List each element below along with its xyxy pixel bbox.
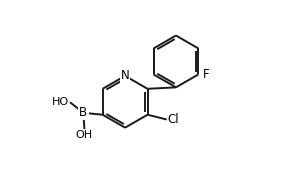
Text: N: N [121,69,130,82]
Text: F: F [203,68,209,81]
Text: HO: HO [52,97,69,107]
Text: B: B [79,106,88,119]
Text: Cl: Cl [168,113,179,126]
Text: OH: OH [76,130,93,140]
